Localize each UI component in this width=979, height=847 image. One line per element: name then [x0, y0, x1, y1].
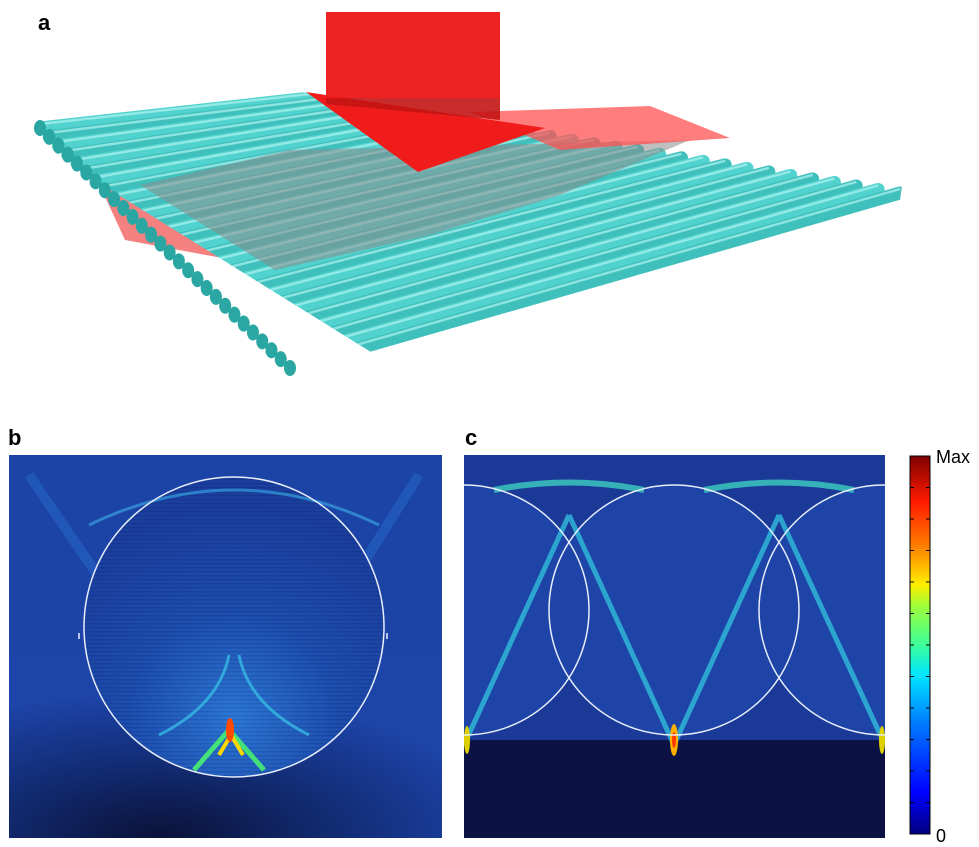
fiber-end-cap [98, 182, 111, 199]
fiber-rod [283, 186, 905, 375]
fiber-end-cap [200, 280, 213, 296]
incident-beam-shade [326, 98, 500, 120]
fiber-rod [274, 182, 885, 366]
fiber-end-cap [163, 244, 176, 261]
fiber-end-cap [172, 253, 185, 270]
fiber-rod [70, 105, 404, 171]
fiber-rod [33, 92, 317, 135]
field-map-c [464, 455, 885, 838]
fiber-rod [237, 168, 798, 331]
fiber-end-caps [34, 120, 296, 376]
field-map-b [9, 455, 442, 838]
fiber-end-cap [256, 333, 269, 350]
fiber-end-cap [135, 217, 148, 234]
fiber-end-cap [89, 173, 102, 190]
fiber-end-cap [80, 164, 93, 181]
fiber-end-cap [246, 324, 259, 341]
fiber-end-cap [154, 235, 167, 252]
fiber-rod [61, 102, 383, 162]
fiber-end-cap [34, 120, 46, 136]
fiber-highlight [234, 166, 770, 312]
fiber-highlight [261, 177, 835, 339]
fiber-end-cap [117, 200, 130, 216]
fiber-end-cap [61, 146, 74, 163]
fiber-rod [52, 98, 361, 153]
fiber-highlight [271, 180, 857, 348]
colorbar-max-label: Max [936, 447, 971, 467]
fiber-end-cap [108, 191, 121, 208]
fiber-highlight [39, 92, 311, 126]
fiber-end-cap [182, 262, 195, 279]
incident-beam-arrow [306, 92, 545, 172]
fiber-end-cap [228, 306, 241, 323]
illuminated-region [140, 140, 690, 270]
colorbar-min-label: 0 [936, 826, 947, 846]
colorbar [909, 455, 931, 835]
fiber-rod [218, 161, 754, 313]
fiber-highlight [58, 99, 354, 144]
fiber-rod [264, 179, 863, 357]
fiber-end-cap [126, 208, 139, 225]
fiber-array-illustration [33, 12, 905, 376]
fiber-end-cap [191, 271, 204, 288]
fiber-highlight [280, 184, 879, 357]
caustic-pattern [158, 654, 310, 737]
fiber-highlight [224, 163, 748, 303]
fiber-end-cap [43, 128, 56, 145]
panel-label-c: c [465, 425, 478, 450]
fiber-end-cap [265, 342, 278, 359]
reflected-beam-right [470, 106, 730, 150]
focal-hotspot [226, 718, 234, 742]
fiber-highlight [215, 159, 726, 295]
fiber-highlight [252, 173, 813, 330]
fiber-highlight [243, 170, 792, 321]
fiber-end-cap [209, 288, 222, 305]
incident-beam-plane [326, 12, 500, 98]
fiber-rod [42, 95, 339, 144]
fiber-end-cap [284, 360, 296, 376]
fiber-highlight [67, 103, 376, 152]
panel-label-a: a [38, 10, 51, 35]
fiber-end-cap [237, 315, 250, 332]
fiber-end-cap [219, 297, 232, 314]
fiber-highlight [289, 187, 901, 366]
fiber-end-cap [274, 351, 287, 368]
fiber-rod [209, 158, 732, 304]
fiber-end-cap [52, 137, 65, 154]
fiber-outlines [464, 484, 885, 736]
fiber-end-cap [145, 226, 158, 243]
fiber-rod [246, 172, 820, 339]
fiber-rod [227, 165, 776, 322]
fiber-rod [255, 175, 841, 348]
substrate-shadow [464, 740, 885, 838]
fiber-outline [83, 476, 385, 778]
fiber-highlight [49, 96, 333, 135]
panel-label-b: b [8, 425, 22, 450]
fiber-end-cap [71, 155, 84, 172]
